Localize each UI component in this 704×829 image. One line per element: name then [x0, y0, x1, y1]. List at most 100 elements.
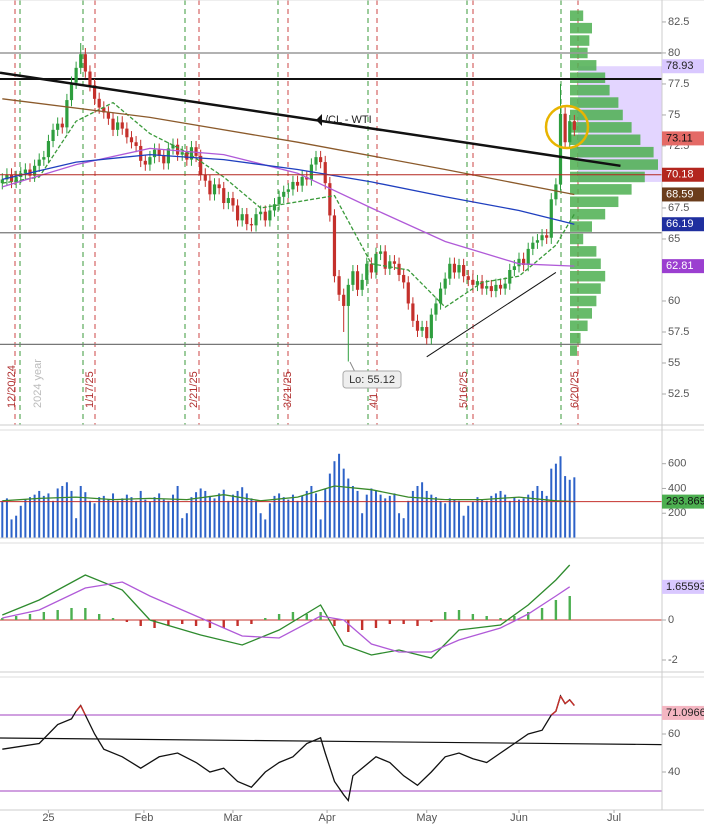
- profile-bar: [570, 171, 645, 183]
- volume-bar: [305, 490, 308, 538]
- candle-body: [415, 320, 420, 331]
- volume-bar: [1, 500, 4, 538]
- volume-bar: [116, 500, 119, 538]
- candle-body: [365, 263, 369, 280]
- candle-body: [286, 189, 290, 192]
- candle-body: [448, 263, 452, 279]
- volume-bar: [162, 499, 165, 538]
- y-tick-label: 65: [668, 233, 680, 245]
- histogram-bar: [568, 596, 571, 620]
- trendline: [0, 71, 621, 168]
- candle-body: [51, 129, 55, 142]
- candle-body: [83, 54, 87, 72]
- volume-bar: [434, 497, 437, 538]
- overbought-segment: [550, 710, 557, 716]
- price-label-box: [662, 167, 704, 182]
- volume-bar: [10, 519, 13, 538]
- candle-body: [314, 157, 318, 165]
- volume-bar: [208, 495, 211, 538]
- price-label-box: [662, 187, 704, 202]
- date-marker: 5/16/25: [458, 371, 470, 408]
- overbought-segment: [569, 699, 575, 706]
- candle-body: [37, 159, 41, 166]
- candle-body: [295, 181, 300, 186]
- volume-bar: [522, 498, 525, 538]
- candle-body: [452, 263, 457, 273]
- y-tick-label: 67.5: [668, 202, 689, 214]
- histogram-bar: [84, 608, 87, 620]
- volume-bar: [70, 490, 73, 538]
- price-label: 66.19: [666, 218, 694, 230]
- volume-bar: [411, 490, 414, 538]
- candle-body: [388, 261, 392, 269]
- volume-bar: [564, 476, 567, 538]
- profile-bar: [570, 246, 597, 257]
- histogram-bar: [513, 616, 516, 620]
- volume-bar: [130, 497, 133, 538]
- volume-bar: [107, 499, 110, 538]
- candle-body: [208, 180, 212, 195]
- low-label-box: [342, 370, 402, 389]
- candle-body: [162, 155, 166, 164]
- volume-bar: [144, 499, 147, 538]
- histogram-bar: [360, 620, 364, 630]
- candle-body: [475, 281, 480, 285]
- histogram-bar: [153, 620, 156, 628]
- volume-bar: [444, 503, 447, 538]
- volume-bar: [416, 485, 419, 538]
- series-line: [2, 98, 575, 196]
- candle-body: [508, 269, 512, 284]
- volume-bar: [508, 500, 511, 538]
- profile-bar: [570, 60, 597, 71]
- volume-bar: [356, 490, 359, 538]
- candle-body: [231, 198, 235, 206]
- histogram-bar: [471, 614, 475, 620]
- volume-bar: [148, 502, 151, 538]
- volume-bar: [125, 494, 128, 538]
- candle-body: [517, 258, 521, 267]
- x-tick-label: 25: [42, 812, 54, 824]
- candle-body: [531, 242, 535, 249]
- price-label-box: [662, 579, 704, 594]
- volume-bar: [499, 490, 502, 538]
- volume-bar: [453, 499, 456, 538]
- volume-bar: [536, 485, 539, 538]
- candle-body: [392, 261, 397, 264]
- volume-bar: [310, 485, 313, 538]
- volume-bar: [374, 490, 377, 538]
- series-line: [2, 153, 575, 225]
- histogram-bar: [14, 616, 18, 620]
- candle-body: [535, 240, 540, 243]
- volume-bar: [190, 497, 193, 538]
- histogram-bar: [250, 620, 253, 624]
- volume-bar: [517, 499, 520, 538]
- price-label: 1.65593: [666, 581, 704, 593]
- candle-body: [494, 284, 498, 292]
- candle-body: [226, 198, 230, 204]
- volume-bar: [199, 488, 202, 538]
- volume-bar: [176, 485, 179, 538]
- volume-bar: [481, 499, 484, 538]
- profile-bar: [570, 258, 601, 270]
- volume-bar: [245, 493, 248, 538]
- candle-body: [9, 174, 14, 182]
- low-label: Lo: 55.12: [349, 374, 395, 386]
- candle-body: [92, 85, 97, 99]
- volume-bar: [61, 485, 64, 538]
- candle-body: [485, 286, 489, 289]
- volume-bar: [121, 498, 124, 538]
- volume-bar: [24, 499, 27, 538]
- candle-body: [558, 113, 563, 185]
- histogram-bar: [416, 620, 419, 626]
- candle-body: [291, 181, 295, 190]
- volume-bar: [158, 493, 161, 538]
- annotation: /CL - WTI: [325, 114, 372, 126]
- volume-bar: [531, 490, 534, 538]
- histogram-bar: [277, 614, 281, 620]
- price-label-box: [662, 131, 704, 146]
- volume-bar: [494, 493, 497, 538]
- candle-body: [282, 191, 286, 197]
- volume-bar: [333, 461, 336, 538]
- histogram-bar: [56, 610, 59, 620]
